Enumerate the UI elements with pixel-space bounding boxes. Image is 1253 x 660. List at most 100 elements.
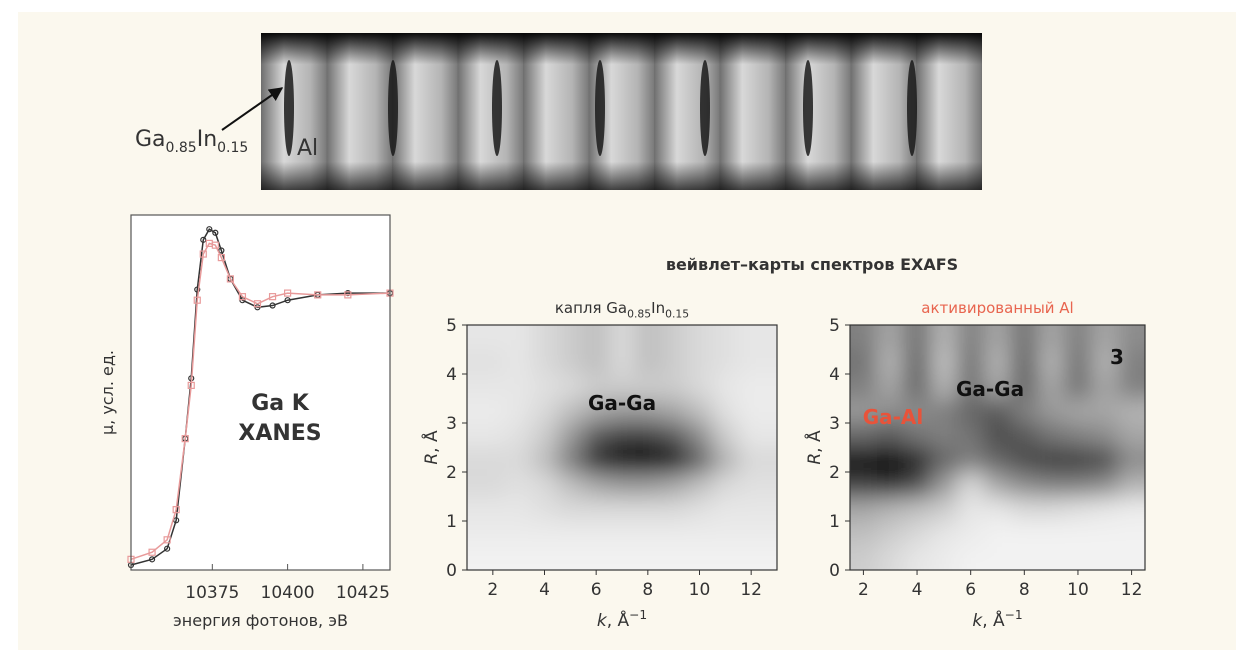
heatmap-cell bbox=[1038, 374, 1065, 399]
heatmap-cell bbox=[1011, 472, 1038, 497]
heatmap-cell bbox=[1038, 497, 1065, 522]
text-part: активированный Al bbox=[921, 299, 1073, 317]
heatmap-cell bbox=[506, 423, 532, 448]
heatmap-cell bbox=[557, 374, 583, 399]
heatmap-cell bbox=[506, 350, 532, 375]
heatmap-cell bbox=[877, 374, 904, 399]
x-tick-label: 10400 bbox=[261, 583, 315, 603]
y-tick-label: 2 bbox=[829, 463, 840, 483]
text-part: R bbox=[805, 453, 825, 465]
y-tick-label: 4 bbox=[829, 365, 840, 385]
y-tick-label: 3 bbox=[446, 414, 457, 434]
heatmap-cell bbox=[1065, 497, 1092, 522]
y-axis-label: R, Å bbox=[420, 430, 442, 465]
heatmap-cell bbox=[583, 521, 609, 546]
heatmap-cell bbox=[532, 399, 558, 424]
y-tick-label: 5 bbox=[829, 316, 840, 336]
heatmap-cell bbox=[957, 472, 984, 497]
heatmap-cell bbox=[712, 472, 738, 497]
x-tick-label: 6 bbox=[965, 580, 976, 600]
text-part: , Å bbox=[607, 609, 630, 631]
heatmap-cell bbox=[1091, 521, 1118, 546]
x-axis-label: энергия фотонов, эВ bbox=[173, 611, 348, 630]
x-tick-label: 2 bbox=[487, 580, 498, 600]
image-strip bbox=[261, 33, 982, 190]
text-part: капля Ga bbox=[555, 299, 627, 317]
y-tick-label: 0 bbox=[446, 561, 457, 581]
text-part: In bbox=[651, 299, 665, 317]
heatmap-cells bbox=[441, 276, 803, 620]
y-tick-label: 0 bbox=[829, 561, 840, 581]
heatmap-cell bbox=[1038, 472, 1065, 497]
heatmap-cell bbox=[877, 448, 904, 473]
x-tick-label: 4 bbox=[912, 580, 923, 600]
heatmap-cell bbox=[957, 350, 984, 375]
heatmap bbox=[441, 276, 803, 620]
heatmap-cell bbox=[661, 521, 687, 546]
heatmap-cell bbox=[532, 350, 558, 375]
heatmap-cell bbox=[506, 448, 532, 473]
heatmap-cell bbox=[1091, 448, 1118, 473]
heatmap-cell bbox=[506, 521, 532, 546]
heatmap-cell bbox=[557, 521, 583, 546]
heatmap-cell bbox=[930, 350, 957, 375]
heatmap-cell bbox=[687, 448, 713, 473]
heatmap-cell bbox=[1065, 374, 1092, 399]
heatmap-cell bbox=[609, 497, 635, 522]
x-tick-label: 10425 bbox=[336, 583, 390, 603]
heatmap-cell bbox=[1065, 472, 1092, 497]
heatmap-cell bbox=[712, 399, 738, 424]
heatmap-cell bbox=[1065, 399, 1092, 424]
heatmap-cell bbox=[930, 374, 957, 399]
heatmap-cell bbox=[957, 497, 984, 522]
heatmap-cell bbox=[904, 472, 931, 497]
heatmap-cell bbox=[609, 350, 635, 375]
heatmap-cell bbox=[1091, 472, 1118, 497]
heatmap-cell bbox=[1065, 423, 1092, 448]
heatmap-cell bbox=[1038, 423, 1065, 448]
heatmap-cell bbox=[904, 448, 931, 473]
heatmap-cell bbox=[712, 374, 738, 399]
heatmap-cell bbox=[712, 448, 738, 473]
heatmap-cell bbox=[930, 497, 957, 522]
x-tick-label: 8 bbox=[1019, 580, 1030, 600]
x-tick-label: 4 bbox=[539, 580, 550, 600]
panel-title: активированный Al bbox=[921, 299, 1073, 317]
heatmap-cell bbox=[957, 423, 984, 448]
heatmap-cell bbox=[930, 448, 957, 473]
figure: Ga0.85In0.15 Al вейвлет–карты спектров E… bbox=[0, 0, 1253, 660]
heatmap-cell bbox=[609, 448, 635, 473]
heatmap-cell bbox=[1011, 399, 1038, 424]
text-part: энергия фотонов, эВ bbox=[173, 611, 348, 630]
heatmap-cell bbox=[635, 423, 661, 448]
heatmap-cell bbox=[1011, 448, 1038, 473]
heatmap-cell bbox=[1091, 399, 1118, 424]
heatmap-cell bbox=[687, 497, 713, 522]
x-tick-label: 6 bbox=[591, 580, 602, 600]
strip-shade bbox=[261, 33, 982, 190]
heatmap-cell bbox=[712, 521, 738, 546]
x-tick-label: 10 bbox=[1067, 580, 1089, 600]
y-axis-label: μ, усл. ед. bbox=[98, 350, 117, 435]
heatmap-cell bbox=[1011, 497, 1038, 522]
heatmap-cell bbox=[532, 472, 558, 497]
heatmap-cell bbox=[532, 374, 558, 399]
heatmap-cell bbox=[661, 423, 687, 448]
heatmap-cell bbox=[1011, 423, 1038, 448]
heatmap-cell bbox=[1038, 399, 1065, 424]
heatmap-cell bbox=[557, 423, 583, 448]
heatmap-cell bbox=[930, 521, 957, 546]
heatmap-cell bbox=[661, 399, 687, 424]
heatmap-cell bbox=[1065, 521, 1092, 546]
heatmap-cell bbox=[687, 521, 713, 546]
heatmap-cell bbox=[984, 350, 1011, 375]
heatmap-cell bbox=[661, 497, 687, 522]
heatmap-cell bbox=[609, 521, 635, 546]
heatmap-cell bbox=[930, 472, 957, 497]
heatmap-cell bbox=[1091, 374, 1118, 399]
annotation: Ga-Ga bbox=[588, 391, 656, 415]
heatmap bbox=[823, 276, 1172, 620]
heatmap-cell bbox=[506, 497, 532, 522]
heatmap-cell bbox=[687, 423, 713, 448]
heatmap-cell bbox=[506, 374, 532, 399]
